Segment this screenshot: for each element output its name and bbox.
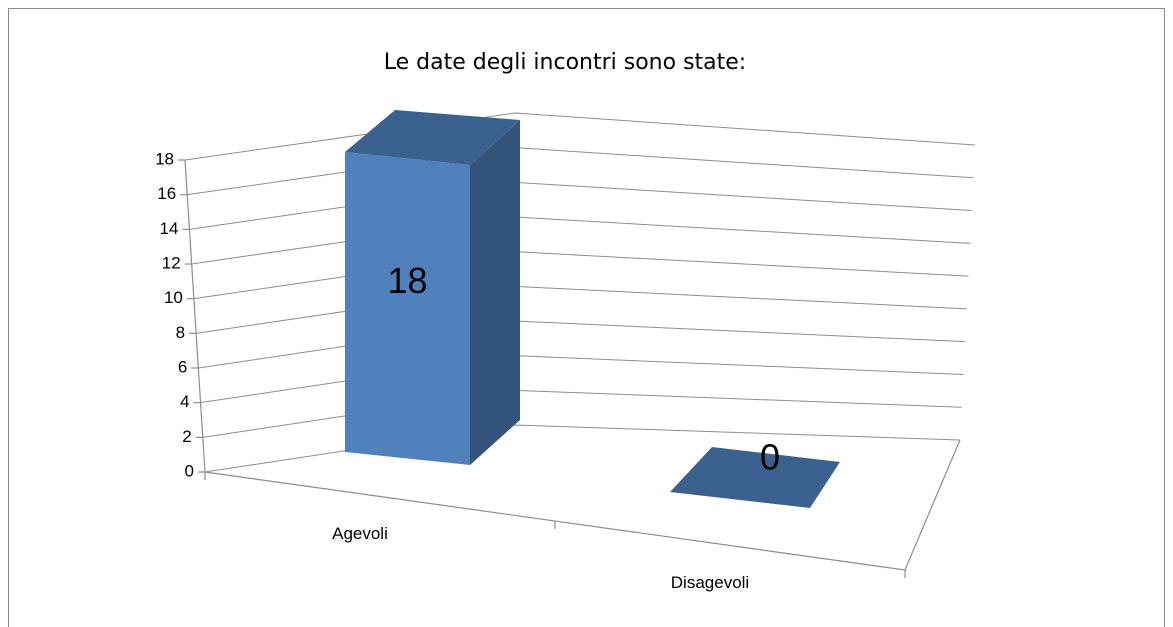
bar-top [670,447,840,508]
grid-line [187,147,974,196]
y-tick-label: 18 [155,149,174,168]
grid-line [196,285,967,334]
bar-top [345,110,520,165]
grid-line [191,216,971,265]
grid-line [193,251,969,300]
y-tick-label: 12 [162,253,181,272]
grid-line [200,355,964,404]
y-tick-label: 6 [178,357,187,376]
grid-line [202,389,962,438]
y-axis [184,159,206,473]
grid-line [184,112,976,161]
chart-title: Le date degli incontri sono state: [384,50,746,75]
grid-line [198,320,966,369]
bar-side [470,120,520,465]
data-label: 0 [760,437,780,478]
y-tick-label: 8 [176,323,185,342]
floor-edge [204,439,961,571]
y-tick-label: 10 [164,288,183,307]
frame [8,8,1165,627]
y-tick-label: 14 [160,219,179,238]
grid-line [189,181,972,230]
bar-front [345,152,470,465]
x-tick-label: Disagevoli [671,573,749,592]
y-tick-label: 2 [182,427,191,446]
y-tick-label: 16 [157,184,176,203]
grid-line [204,424,961,473]
y-tick-label: 4 [180,392,189,411]
x-tick-label: Agevoli [332,524,388,543]
data-label: 18 [387,260,427,301]
y-tick-label: 0 [185,461,194,480]
